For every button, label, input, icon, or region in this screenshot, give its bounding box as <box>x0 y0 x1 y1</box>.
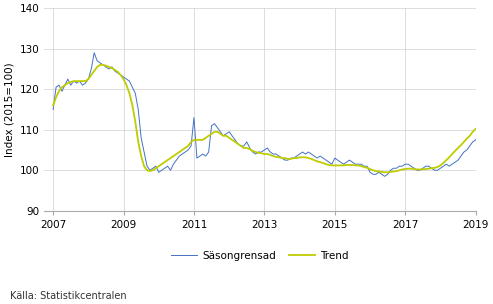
Säsongrensad <box>229 134 235 138</box>
Säsongrensad <box>379 172 385 176</box>
Trend <box>382 171 387 174</box>
Säsongrensad <box>100 63 106 67</box>
Säsongrensad <box>65 77 71 81</box>
Trend <box>229 138 235 142</box>
Y-axis label: Index (2015=100): Index (2015=100) <box>4 62 14 157</box>
Säsongrensad <box>91 51 97 54</box>
Säsongrensad <box>50 108 56 111</box>
Line: Säsongrensad: Säsongrensad <box>53 53 493 176</box>
Trend <box>109 66 115 70</box>
Legend: Säsongrensad, Trend: Säsongrensad, Trend <box>167 246 353 265</box>
Trend <box>379 170 385 174</box>
Trend <box>100 63 106 67</box>
Line: Trend: Trend <box>53 65 493 172</box>
Säsongrensad <box>382 174 387 178</box>
Trend <box>50 104 56 107</box>
Trend <box>97 63 103 67</box>
Säsongrensad <box>109 65 115 69</box>
Säsongrensad <box>429 166 435 170</box>
Text: Källa: Statistikcentralen: Källa: Statistikcentralen <box>10 291 127 301</box>
Trend <box>65 81 71 85</box>
Trend <box>429 166 435 170</box>
